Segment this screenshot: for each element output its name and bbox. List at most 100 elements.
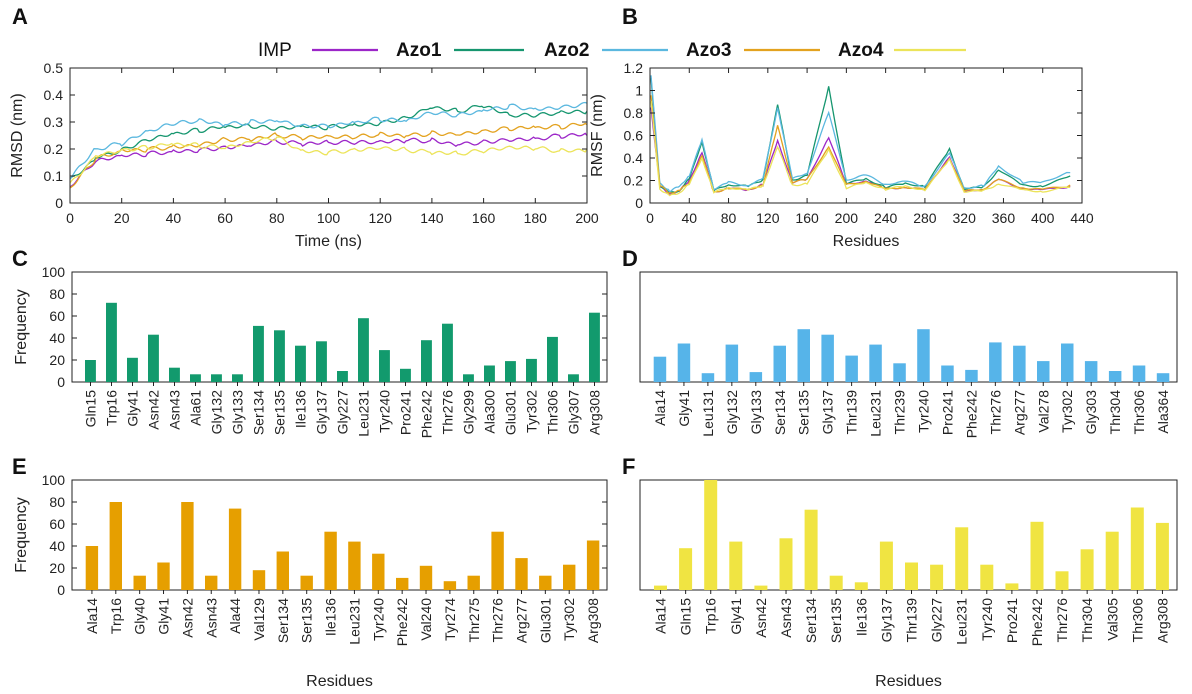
x-tick-label: 40 [681, 210, 697, 226]
x-tick-label: Ala44 [227, 598, 243, 634]
bar-asn42 [181, 502, 194, 590]
y-tick-label: 40 [49, 538, 65, 554]
x-tick-label: Arg308 [587, 390, 603, 435]
bar-glu301 [505, 361, 516, 382]
y-tick-label: 20 [49, 352, 65, 368]
series-line-azo3 [650, 95, 1071, 194]
bar-ala14 [85, 546, 99, 590]
bar-leu231 [869, 344, 882, 382]
y-tick-label: 60 [49, 308, 65, 324]
y-tick-label: 60 [49, 516, 65, 532]
x-tick-label: Gly132 [724, 390, 740, 435]
y-tick-label: 0.2 [44, 141, 64, 157]
x-tick-label: Tyr302 [524, 390, 540, 433]
x-tick-label: Tyr240 [916, 390, 932, 433]
y-tick-label: 0.8 [624, 105, 644, 121]
panel-letter-d: D [622, 246, 638, 271]
bar-gly41 [729, 541, 743, 590]
x-tick-label: Asn42 [753, 598, 769, 638]
x-tick-label: 200 [835, 210, 859, 226]
y-tick-label: 80 [49, 494, 65, 510]
bar-gly137 [879, 541, 893, 590]
bar-tyr302 [563, 564, 576, 590]
y-tick-label: 0.1 [44, 168, 64, 184]
azo1-frequency-bar-chart: C Gln15 Trp16 Gly41 Asn42 Asn43 Ala61 Gly132 Gly… [12, 246, 608, 438]
bar-val129 [252, 570, 266, 590]
bar-pro241 [400, 368, 411, 382]
bar-leu231 [358, 318, 369, 382]
x-tick-label: Gly133 [748, 390, 764, 435]
bar-asn42 [754, 585, 768, 590]
bar-ile136 [324, 531, 337, 590]
x-tick-label: Gly227 [929, 598, 945, 643]
bar-thr239 [893, 363, 906, 382]
x-tick-label: Thr139 [844, 390, 860, 435]
x-tick-label: Thr306 [545, 390, 561, 435]
x-tick-label: Ser135 [828, 598, 844, 643]
bar-pro241 [941, 365, 954, 382]
y-tick-label: 0.2 [624, 173, 644, 189]
x-tick-label: Thr304 [1079, 598, 1095, 643]
x-tick-label: Tyr240 [370, 598, 386, 641]
bar-thr276 [491, 531, 504, 590]
y-tick-label: 80 [49, 286, 65, 302]
bar-ser134 [253, 325, 264, 382]
x-axis-label: Residues [833, 233, 900, 250]
x-tick-label: Leu231 [868, 390, 884, 437]
bar-asn43 [205, 575, 218, 590]
x-tick-label: Gly137 [314, 390, 330, 435]
bar-phe242 [396, 577, 409, 590]
x-tick-label: Ser134 [251, 390, 267, 435]
bar-val278 [1037, 361, 1050, 382]
bar-leu131 [701, 373, 715, 382]
x-tick-label: Thr306 [1129, 598, 1145, 643]
x-tick-label: 140 [420, 210, 444, 226]
y-tick-label: 40 [49, 330, 65, 346]
bar-ile136 [295, 345, 306, 382]
x-tick-label: Ser135 [796, 390, 812, 435]
x-tick-label: Glu301 [503, 390, 519, 435]
bar-thr276 [1055, 571, 1069, 590]
x-tick-label: Gly41 [676, 390, 692, 427]
x-tick-label: 320 [953, 210, 977, 226]
bar-phe242 [1030, 521, 1044, 590]
x-tick-label: Gly137 [878, 598, 894, 643]
x-tick-label: Asn42 [146, 390, 162, 430]
panel-letter-b: B [622, 4, 638, 29]
y-tick-label: 0.4 [624, 150, 644, 166]
x-tick-label: Gly41 [156, 598, 172, 635]
bar-tyr240 [980, 564, 994, 590]
bar-phe242 [421, 340, 432, 382]
x-tick-label: 20 [114, 210, 130, 226]
bar-pro241 [1005, 583, 1019, 590]
plot-frame [71, 479, 608, 591]
y-tick-label: 100 [42, 472, 66, 488]
x-tick-label: Trp16 [104, 390, 120, 426]
x-tick-label: Gly307 [566, 390, 582, 435]
bar-ser134 [804, 509, 818, 590]
bar-leu231 [955, 527, 969, 590]
x-tick-label: Thr139 [904, 598, 920, 643]
rmsf-line-chart: B 0 40 80 120 160 200 240 280 320 360 400 440 0 0.2 0.4… [589, 4, 1094, 250]
x-tick-label: Gly41 [728, 598, 744, 635]
x-tick-label: Phe242 [394, 598, 410, 646]
bar-gly227 [930, 564, 944, 590]
x-tick-label: Asn43 [203, 598, 219, 638]
azo3-frequency-bar-chart: E Ala14 Trp16 Gly40 Gly41 Asn42 Asn43 Ala44 Val1… [12, 454, 608, 690]
bar-thr306 [547, 336, 558, 382]
legend-label-azo1: Azo1 [396, 40, 442, 61]
panel-letter-a: A [12, 4, 28, 29]
x-tick-label: 180 [524, 210, 548, 226]
bar-tyr240 [917, 329, 930, 382]
y-tick-label: 0.3 [44, 114, 64, 130]
bar-tyr274 [443, 581, 457, 590]
x-tick-label: Gly133 [230, 390, 246, 435]
bar-ala14 [653, 356, 667, 382]
bar-ile136 [854, 582, 868, 590]
bar-gly133 [749, 372, 763, 382]
x-tick-label: Pro241 [398, 390, 414, 435]
series-line-azo3 [69, 122, 588, 189]
x-tick-label: Gly303 [1083, 390, 1099, 435]
y-axis-label: RMSF (nm) [589, 94, 606, 177]
